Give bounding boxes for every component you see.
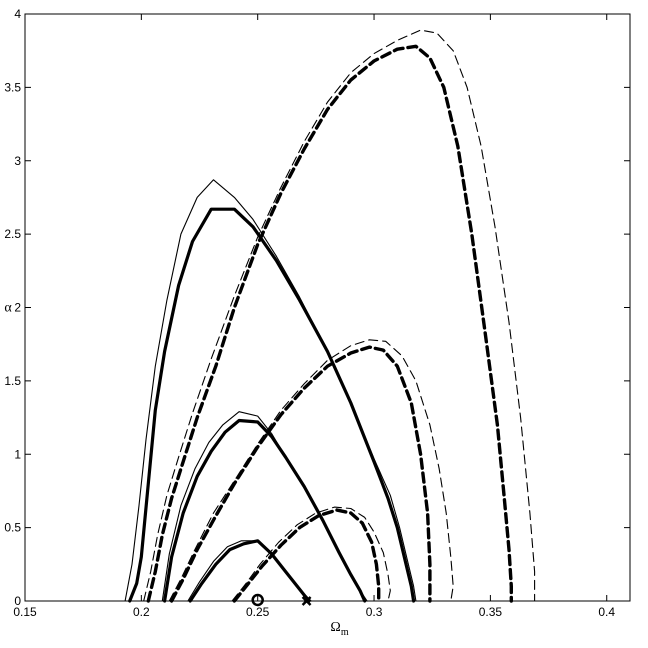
- x-tick-label: 0.25: [246, 605, 270, 619]
- y-tick-label: 2: [14, 301, 21, 315]
- contour-line-8: [143, 29, 536, 602]
- x-axis-label-subscript: m: [341, 627, 349, 638]
- x-tick-label: 0.35: [479, 605, 503, 619]
- contour-line-5: [188, 539, 311, 603]
- y-axis-label: α: [4, 301, 12, 316]
- contour-line-9: [169, 345, 432, 603]
- y-tick-label: 2.5: [4, 227, 21, 241]
- x-tick-label: 0.2: [133, 605, 150, 619]
- contour-line-3: [163, 418, 367, 603]
- y-tick-label: 3: [14, 154, 21, 168]
- y-tick-label: 1: [14, 447, 21, 461]
- contour-line-10: [168, 339, 454, 602]
- contour-line-1: [128, 207, 416, 603]
- x-tick-label: 0.4: [598, 605, 615, 619]
- contour-line-6: [187, 540, 312, 602]
- x-axis-label: Ωm: [330, 620, 348, 638]
- y-tick-label: 4: [14, 7, 21, 21]
- x-axis-label-main: Ω: [330, 620, 340, 635]
- tick-layer: 0.15 0.2 0.25 0.3 0.35 0.4 0 0.5 1 1.5 2 2.5 3 3.5 4: [4, 7, 630, 619]
- contour-line-7: [146, 44, 513, 603]
- x-tick-label: 0.15: [13, 605, 37, 619]
- y-tick-label: 1.5: [4, 374, 21, 388]
- contour-line-2: [124, 179, 417, 602]
- x-tick-label: 0.3: [366, 605, 383, 619]
- y-tick-label: 0: [14, 594, 21, 608]
- marker-layer: [251, 593, 312, 607]
- series-layer: [124, 29, 536, 603]
- y-tick-label: 3.5: [4, 80, 21, 94]
- contour-line-11: [232, 508, 381, 603]
- contour-line-4: [161, 411, 368, 602]
- contour-line-12: [231, 506, 391, 602]
- y-tick-label: 0.5: [4, 521, 21, 535]
